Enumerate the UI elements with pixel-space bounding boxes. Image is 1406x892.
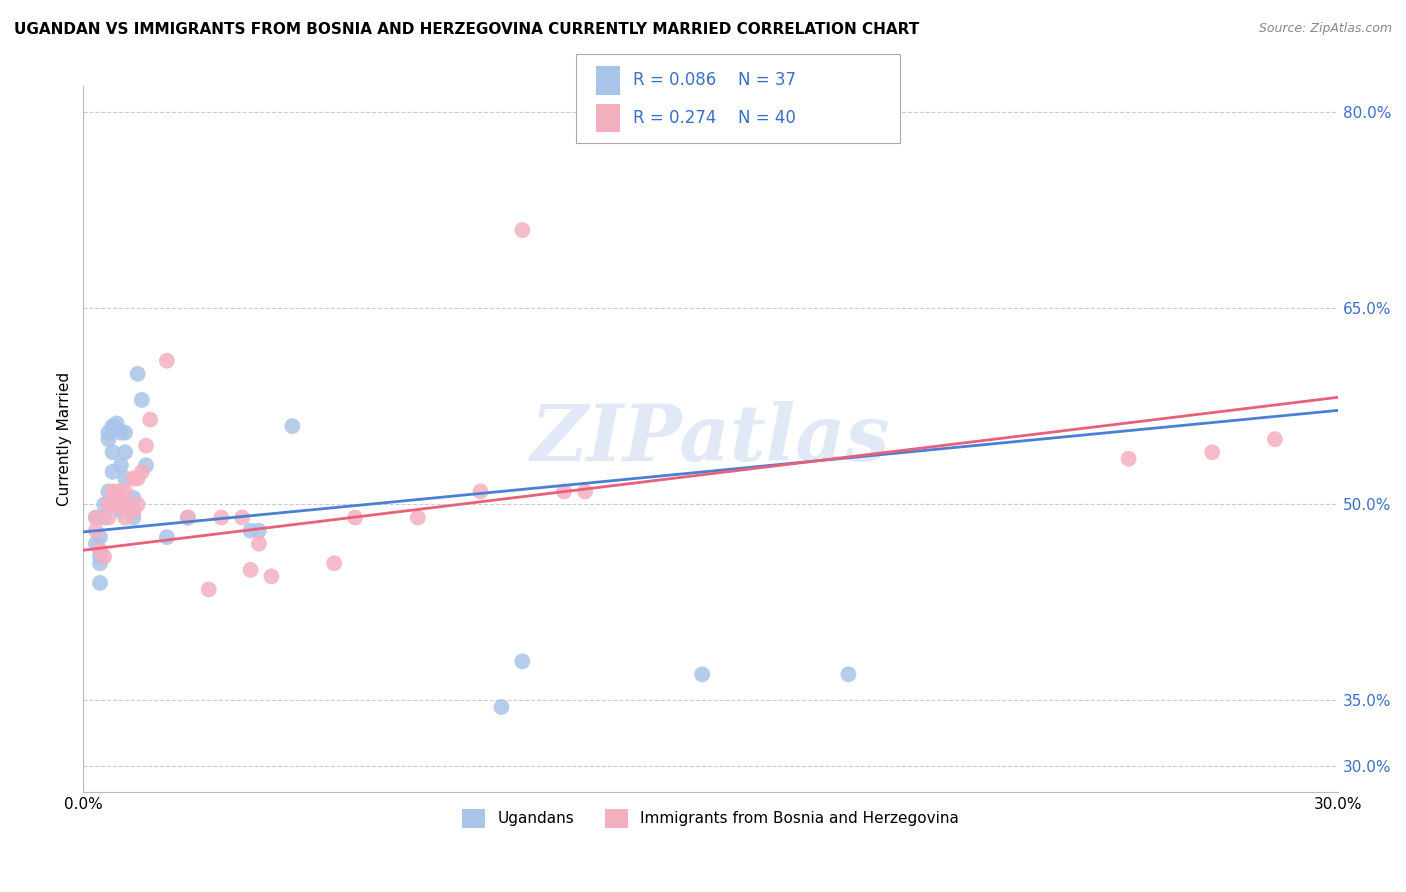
Point (135, 458, 157, 473)
Point (131, 392, 153, 407)
Point (1201, 445, 1223, 459)
Point (574, 484, 596, 499)
Point (127, 471, 149, 485)
Point (127, 367, 149, 381)
Point (1118, 451, 1140, 466)
Point (114, 510, 136, 524)
Point (406, 510, 429, 524)
Point (93, 510, 115, 524)
Point (239, 563, 262, 577)
Point (491, 700, 513, 714)
Point (281, 419, 304, 434)
Point (344, 510, 367, 524)
Point (97, 510, 120, 524)
Point (110, 458, 132, 473)
Point (93, 498, 115, 512)
Point (93, 549, 115, 564)
Point (470, 484, 492, 499)
Text: Source: ZipAtlas.com: Source: ZipAtlas.com (1258, 22, 1392, 36)
Point (247, 537, 270, 551)
Point (97, 484, 120, 499)
Point (209, 510, 232, 524)
Point (690, 667, 713, 681)
Point (156, 530, 179, 544)
Point (323, 556, 346, 570)
Text: R = 0.086: R = 0.086 (633, 71, 716, 89)
Point (156, 353, 179, 368)
Point (114, 484, 136, 499)
Text: ZIPatlas: ZIPatlas (531, 401, 890, 477)
Point (97, 425, 120, 440)
Point (110, 504, 132, 518)
Point (101, 498, 124, 512)
Point (101, 465, 124, 479)
Text: N = 37: N = 37 (738, 71, 796, 89)
Point (510, 654, 533, 668)
Point (553, 484, 575, 499)
Point (105, 422, 128, 436)
Point (110, 425, 132, 440)
Point (139, 412, 162, 426)
Point (197, 582, 219, 597)
Point (177, 510, 200, 524)
Point (122, 504, 145, 518)
Text: UGANDAN VS IMMIGRANTS FROM BOSNIA AND HERZEGOVINA CURRENTLY MARRIED CORRELATION : UGANDAN VS IMMIGRANTS FROM BOSNIA AND HE… (14, 22, 920, 37)
Point (114, 445, 136, 459)
Point (114, 471, 136, 485)
Point (110, 498, 132, 512)
Point (89, 543, 111, 558)
Point (122, 491, 145, 505)
Point (97, 498, 120, 512)
Point (105, 484, 128, 499)
Point (89, 530, 111, 544)
Point (84, 524, 107, 538)
Point (101, 419, 124, 434)
Point (837, 667, 859, 681)
Point (101, 445, 124, 459)
Y-axis label: Currently Married: Currently Married (58, 372, 72, 507)
Point (105, 498, 128, 512)
Point (97, 432, 120, 446)
Point (101, 484, 124, 499)
Point (110, 484, 132, 499)
Point (260, 569, 283, 583)
Point (84, 537, 107, 551)
Point (122, 510, 145, 524)
Point (231, 510, 253, 524)
Text: R = 0.274: R = 0.274 (633, 109, 716, 128)
Text: N = 40: N = 40 (738, 109, 796, 128)
Point (84, 510, 107, 524)
Point (118, 498, 141, 512)
Point (247, 524, 270, 538)
Point (127, 498, 149, 512)
Point (114, 425, 136, 440)
Point (135, 439, 157, 453)
Point (177, 510, 200, 524)
Point (239, 524, 262, 538)
Point (118, 498, 141, 512)
Point (510, 223, 533, 237)
Legend: Ugandans, Immigrants from Bosnia and Herzegovina: Ugandans, Immigrants from Bosnia and Her… (456, 803, 965, 834)
Point (89, 556, 111, 570)
Point (89, 549, 111, 564)
Point (84, 510, 107, 524)
Point (89, 575, 111, 590)
Point (122, 471, 145, 485)
Point (105, 417, 128, 431)
Point (131, 465, 153, 479)
Point (1264, 432, 1286, 446)
